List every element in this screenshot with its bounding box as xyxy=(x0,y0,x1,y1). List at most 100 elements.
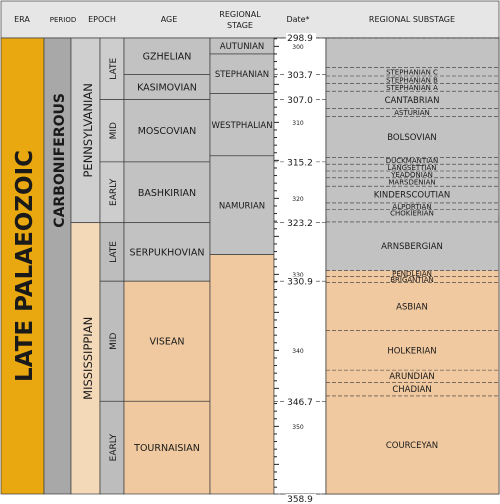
substage-label-bolsovian: BOLSOVIAN xyxy=(387,133,437,143)
header-age: AGE xyxy=(161,15,178,24)
date-minor-label: 340 xyxy=(292,348,304,355)
age-label-serpukhovian: SERPUKHOVIAN xyxy=(130,247,205,258)
age-visean xyxy=(123,280,211,402)
substage-label-courceyan: COURCEYAN xyxy=(386,441,438,451)
header-background xyxy=(0,0,500,39)
substage-stephanian-a xyxy=(326,83,499,92)
substage-label-arnsbergian: ARNSBERGIAN xyxy=(381,242,443,252)
age-label-bashkirian: BASHKIRIAN xyxy=(138,188,196,199)
epoch-early xyxy=(99,400,125,495)
substage-chokierian xyxy=(326,209,499,217)
substage-asturian xyxy=(326,108,499,117)
substage-blank xyxy=(326,38,499,68)
substage-label-cantabrian: CANTABRIAN xyxy=(385,96,440,106)
epoch-late xyxy=(99,222,125,282)
date-major-label: 330.9 xyxy=(287,278,313,288)
epoch-label-mid: MID xyxy=(109,122,119,139)
regional-stage-column: AUTUNIAN STEPHANIAN WESTPHALIAN NAMURIAN xyxy=(209,37,275,495)
substage-label-brigantian: BRIGANTIAN xyxy=(390,276,434,284)
substage-label-langsettian: LANGSETTIAN xyxy=(388,164,437,172)
date-label-bg xyxy=(286,69,316,80)
substage-pendleian xyxy=(326,270,499,277)
substage-label-asturian: ASTURIAN xyxy=(394,109,430,117)
date-label-bg xyxy=(286,33,316,43)
date-minor-label: 320 xyxy=(292,196,304,203)
substage-label-pendleian: PENDLEIAN xyxy=(392,270,432,278)
date-major-label: 358.9 xyxy=(287,495,313,504)
date-label-bg xyxy=(286,494,316,504)
substage-label-kinderscoutian: KINDERSCOUTIAN xyxy=(374,191,450,201)
age-serpukhovian xyxy=(123,222,211,282)
date-major-label: 298.9 xyxy=(287,34,313,44)
substage-asbian xyxy=(326,282,499,331)
substage-label-holkerian: HOLKERIAN xyxy=(387,346,436,356)
regional-stage-label-stephanian: STEPHANIAN xyxy=(215,70,269,80)
substage-courceyan xyxy=(326,395,499,494)
subperiod-column: PENNSYLVANIAN MISSISSIPPIAN xyxy=(70,37,101,495)
date-minor-label: 300 xyxy=(292,44,304,51)
substage-label-yeadonian: YEADONIAN xyxy=(390,171,433,179)
substage-cantabrian xyxy=(326,91,499,109)
substage-brigantian xyxy=(326,276,499,283)
era-label: LATE PALAEOZOIC xyxy=(12,150,38,382)
header-row: ERA PERIOD EPOCH AGE REGIONAL STAGE Date… xyxy=(0,0,500,39)
substage-stephanian-c xyxy=(326,67,499,76)
regional-stage-label-autunian: AUTUNIAN xyxy=(220,42,265,52)
header-date: Date* xyxy=(286,15,309,24)
age-kasimovian xyxy=(123,74,211,100)
substage-chadian xyxy=(326,382,499,396)
substage-label-chokierian: CHOKIERIAN xyxy=(390,210,434,218)
substage-label-stephanian-c: STEPHANIAN C xyxy=(386,68,438,76)
date-minor-label: 350 xyxy=(292,424,304,431)
epoch-label-early: EARLY xyxy=(109,433,119,461)
substage-bolsovian xyxy=(326,116,499,158)
regional-stage-namurian xyxy=(209,155,275,255)
age-label-visean: VISEAN xyxy=(150,337,185,348)
age-tournaisian xyxy=(123,400,211,495)
epoch-mid xyxy=(99,280,125,402)
subperiod-label-mississippian: MISSISSIPPIAN xyxy=(81,317,95,400)
substage-kinderscoutian xyxy=(326,186,499,203)
date-major-label: 346.7 xyxy=(287,398,313,408)
subperiod-label-pennsylvanian: PENNSYLVANIAN xyxy=(81,83,95,177)
date-major-label: 315.2 xyxy=(287,158,313,168)
date-minor-label: 310 xyxy=(292,120,304,127)
substage-yeadonian xyxy=(326,171,499,178)
epoch-early xyxy=(99,161,125,224)
substage-langsettian xyxy=(326,164,499,171)
date-major-label: 307.0 xyxy=(287,96,313,106)
era-column: LATE PALAEOZOIC xyxy=(0,37,45,495)
substage-label-duckmantian: DUCKMANTIAN xyxy=(386,157,438,165)
period-band xyxy=(43,37,72,495)
subperiod-mississippian xyxy=(70,222,101,495)
substage-arnsbergian xyxy=(326,221,499,271)
date-minor-label: 330 xyxy=(292,272,304,279)
epoch-label-late: LATE xyxy=(109,58,119,80)
date-label-bg xyxy=(286,396,316,407)
header-epoch: EPOCH xyxy=(88,15,116,24)
substage-label-chadian: CHADIAN xyxy=(392,385,431,395)
date-label-bg xyxy=(286,157,316,168)
date-label-bg xyxy=(286,276,316,287)
substage-label-arundian: ARUNDIAN xyxy=(389,372,435,382)
substage-holkerian xyxy=(326,330,499,371)
substage-marsdenian xyxy=(326,177,499,187)
substage-stephanian-b xyxy=(326,76,499,84)
regional-stage-label-westphalian: WESTPHALIAN xyxy=(211,121,272,131)
substage-duckmantian xyxy=(326,157,499,165)
period-label: CARBONIFEROUS xyxy=(52,93,68,228)
header-era: ERA xyxy=(14,15,30,24)
regional-stage-label-namurian: NAMURIAN xyxy=(219,201,265,211)
epoch-label-early: EARLY xyxy=(109,178,119,206)
substage-label-alportian: ALPORTIAN xyxy=(392,203,431,211)
period-column: CARBONIFEROUS xyxy=(43,37,72,495)
substage-label-asbian: ASBIAN xyxy=(396,303,428,313)
epoch-label-mid: MID xyxy=(109,333,119,350)
age-label-moscovian: MOSCOVIAN xyxy=(138,126,197,137)
substage-label-stephanian-a: STEPHANIAN A xyxy=(386,84,438,92)
date-label-bg xyxy=(286,218,316,229)
age-label-kasimovian: KASIMOVIAN xyxy=(137,83,197,94)
